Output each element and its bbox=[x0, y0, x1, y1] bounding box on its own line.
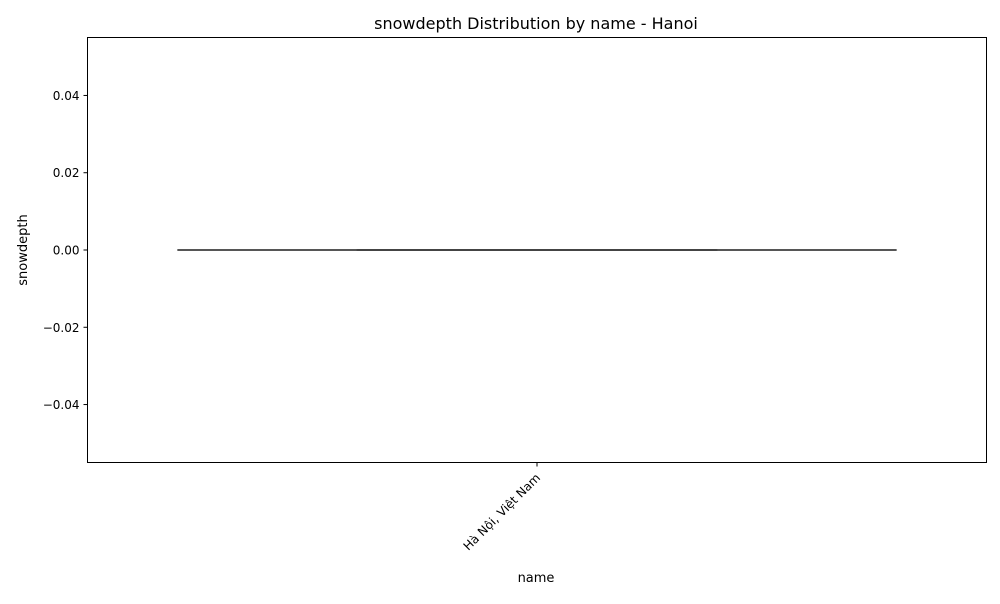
chart-title: snowdepth Distribution by name - Hanoi bbox=[374, 14, 698, 33]
y-tick-label: 0.00 bbox=[53, 244, 80, 258]
y-tick-label: 0.02 bbox=[53, 166, 80, 180]
x-axis-label: name bbox=[518, 571, 555, 586]
y-axis-label: snowdepth bbox=[16, 214, 31, 285]
y-tick-label: −0.02 bbox=[43, 321, 80, 335]
y-tick-label: −0.04 bbox=[43, 398, 80, 412]
y-tick-label: 0.04 bbox=[53, 89, 80, 103]
